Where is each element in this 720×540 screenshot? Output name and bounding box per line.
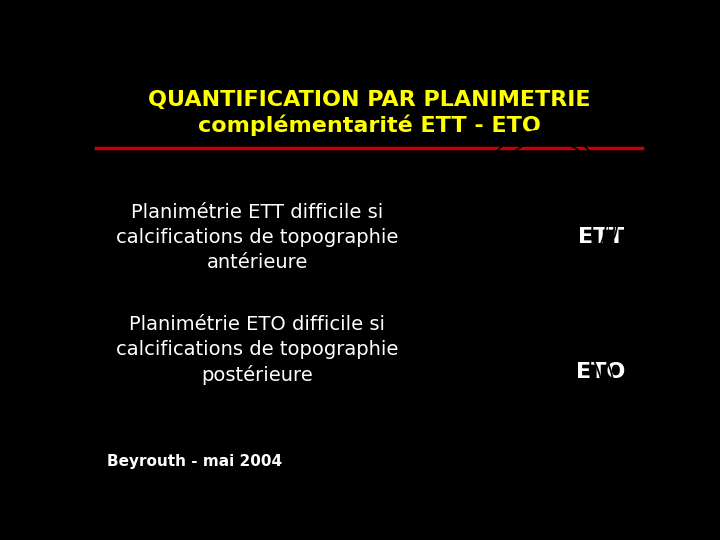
Text: calcifications de topographie: calcifications de topographie (116, 340, 399, 359)
Text: Planimétrie ETT difficile si: Planimétrie ETT difficile si (131, 203, 384, 222)
Text: ag: ag (547, 378, 558, 387)
Text: ETT: ETT (577, 227, 624, 247)
Text: ETO: ETO (576, 362, 625, 382)
Text: antérieure: antérieure (207, 253, 308, 272)
Text: postérieure: postérieure (202, 364, 313, 384)
Text: Beyrouth - mai 2004: Beyrouth - mai 2004 (107, 454, 282, 469)
Text: ad: ad (541, 409, 553, 418)
Text: ag: ag (559, 200, 570, 209)
Text: p: p (533, 203, 539, 212)
Text: Planimétrie ETO difficile si: Planimétrie ETO difficile si (130, 315, 385, 334)
Text: p: p (523, 383, 529, 393)
Text: calcifications de topographie: calcifications de topographie (116, 228, 399, 247)
Text: complémentarité ETT - ETO: complémentarité ETT - ETO (197, 114, 541, 136)
Text: QUANTIFICATION PAR PLANIMETRIE: QUANTIFICATION PAR PLANIMETRIE (148, 90, 590, 110)
Text: ad: ad (539, 179, 550, 188)
